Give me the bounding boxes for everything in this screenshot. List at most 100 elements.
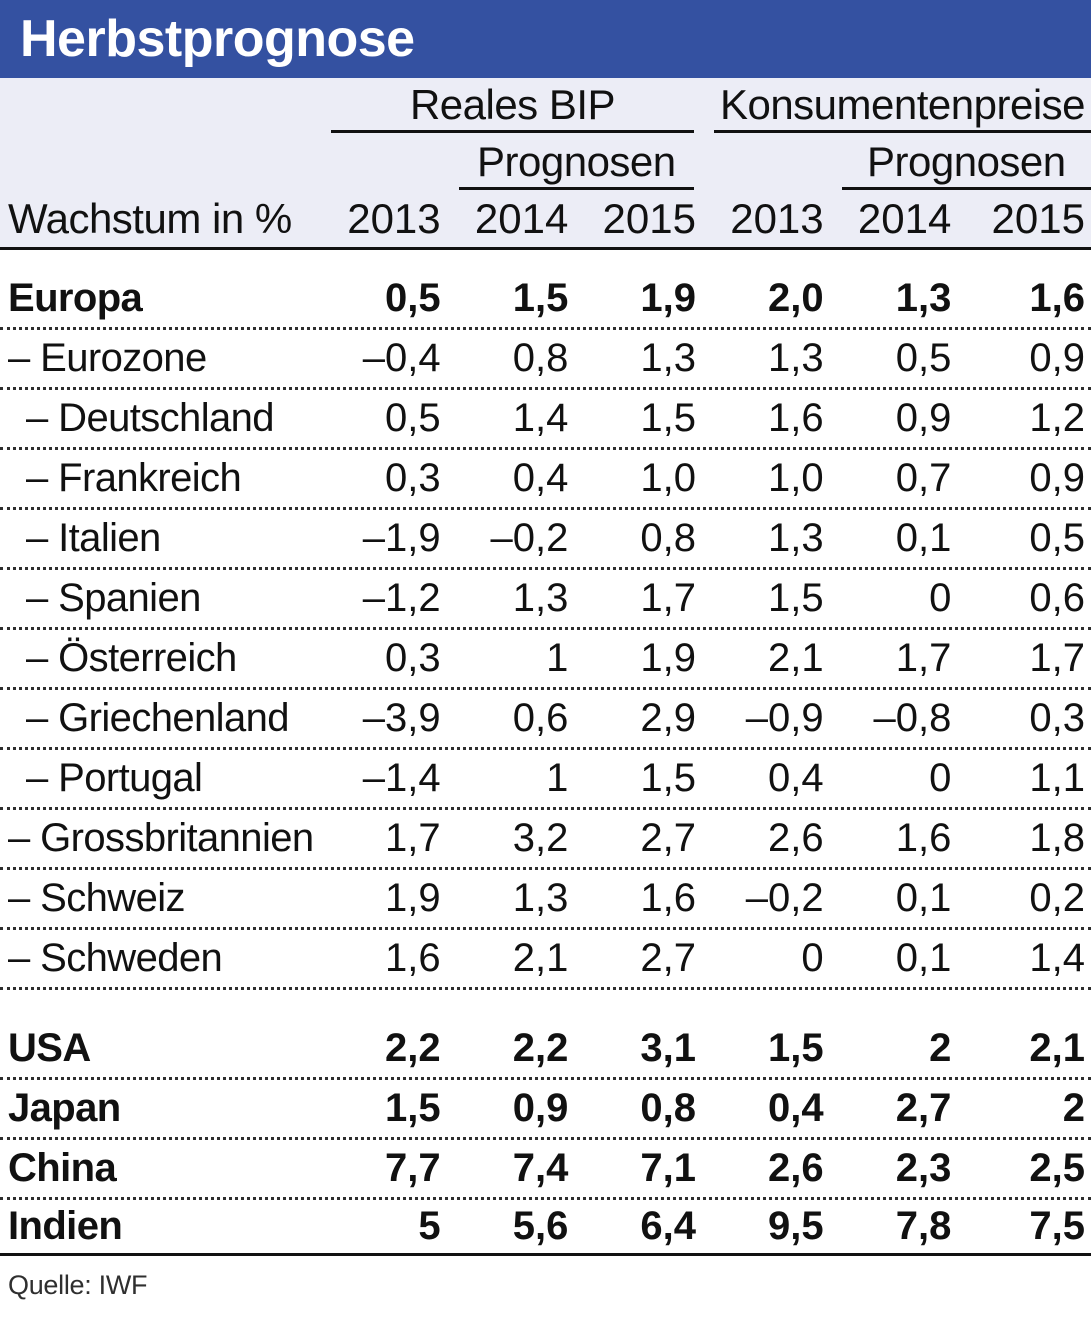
value-cell: 2,1 [1029, 1026, 1085, 1070]
value-cell: 2,1 [512, 936, 569, 980]
value-cell: 1,0 [768, 456, 824, 500]
value-cell: 0,9 [512, 1086, 569, 1130]
value-cell: 0,5 [385, 276, 441, 320]
table-header: Reales BIP Konsumentenpreise Prognosen P… [0, 78, 1091, 250]
value-cell: 2,9 [640, 696, 696, 740]
value-cell: –1,4 [362, 756, 441, 800]
value-cell: 2,6 [768, 1146, 824, 1190]
value-cell: –3,9 [362, 696, 441, 740]
value-cell: 0,4 [768, 1086, 824, 1130]
row-label: USA [8, 1026, 91, 1070]
value-cell: 0 [929, 756, 952, 800]
row-label: – Österreich [26, 636, 237, 680]
table-row: – Eurozone –0,4 0,8 1,3 1,3 0,5 0,9 [0, 330, 1091, 390]
value-cell: 1,5 [640, 396, 696, 440]
value-cell: 7,1 [640, 1146, 696, 1190]
value-cell: 1,6 [640, 876, 696, 920]
page-title: Herbstprognose [20, 10, 415, 68]
value-cell: 2,0 [768, 276, 824, 320]
value-cell: 0,5 [895, 336, 952, 380]
value-cell: 0,3 [385, 636, 441, 680]
table-row: Europa 0,5 1,5 1,9 2,0 1,3 1,6 [0, 270, 1091, 330]
year-header: 2013 [347, 195, 441, 242]
value-cell: 7,8 [895, 1204, 952, 1248]
value-cell: 1,3 [512, 876, 569, 920]
table-row: Japan 1,5 0,9 0,8 0,4 2,7 2 [0, 1080, 1091, 1140]
column-group-reales-bip: Reales BIP [331, 78, 694, 133]
table-row: – Italien –1,9 –0,2 0,8 1,3 0,1 0,5 [0, 510, 1091, 570]
table-row: – Grossbritannien 1,7 3,2 2,7 2,6 1,6 1,… [0, 810, 1091, 870]
year-header: 2014 [857, 195, 952, 242]
value-cell: 0,6 [512, 696, 569, 740]
table-body: Europa 0,5 1,5 1,9 2,0 1,3 1,6 – Eurozon… [0, 270, 1091, 1256]
row-label: Indien [8, 1204, 123, 1248]
value-cell: 3,1 [640, 1026, 696, 1070]
value-cell: –1,2 [362, 576, 441, 620]
year-header: 2015 [991, 195, 1085, 242]
value-cell: 1 [546, 756, 569, 800]
table-row: – Schweden 1,6 2,1 2,7 0 0,1 1,4 [0, 930, 1091, 990]
row-label: – Eurozone [8, 336, 207, 380]
unit-label: Wachstum in % [8, 195, 292, 242]
year-header: 2013 [730, 195, 824, 242]
value-cell: 1,3 [768, 516, 824, 560]
value-cell: 0,8 [512, 336, 569, 380]
forecast-label-konsumentenpreise: Prognosen [841, 133, 1091, 190]
value-cell: 5 [418, 1204, 441, 1248]
value-cell: 1,5 [768, 1026, 824, 1070]
year-header: 2015 [602, 195, 696, 242]
table-row: – Spanien –1,2 1,3 1,7 1,5 0 0,6 [0, 570, 1091, 630]
forecast-header-row: Prognosen Prognosen [0, 133, 1091, 190]
value-cell: 1,1 [1029, 756, 1085, 800]
value-cell: 1,5 [512, 276, 569, 320]
value-cell: 2,2 [512, 1026, 569, 1070]
value-cell: 2,3 [895, 1146, 952, 1190]
row-label: Japan [8, 1086, 121, 1130]
value-cell: –0,2 [490, 516, 569, 560]
table-row: – Österreich 0,3 1 1,9 2,1 1,7 1,7 [0, 630, 1091, 690]
year-header: 2014 [474, 195, 569, 242]
value-cell: 1,7 [895, 636, 952, 680]
value-cell: 0 [929, 576, 952, 620]
row-label: – Griechenland [26, 696, 289, 740]
value-cell: 2,2 [385, 1026, 441, 1070]
table-row: Indien 5 5,6 6,4 9,5 7,8 7,5 [0, 1200, 1091, 1256]
table-row: China 7,7 7,4 7,1 2,6 2,3 2,5 [0, 1140, 1091, 1200]
value-cell: 1,7 [1029, 636, 1085, 680]
value-cell: –0,9 [745, 696, 824, 740]
row-label: – Italien [26, 516, 161, 560]
value-cell: 2 [929, 1026, 952, 1070]
source-note: Quelle: IWF [8, 1270, 148, 1300]
value-cell: 1,3 [895, 276, 952, 320]
value-cell: 2,6 [768, 816, 824, 860]
value-cell: 1,9 [640, 276, 696, 320]
value-cell: –0,8 [873, 696, 952, 740]
value-cell: 1,5 [768, 576, 824, 620]
value-cell: 1,5 [385, 1086, 441, 1130]
value-cell: 1,7 [385, 816, 441, 860]
value-cell: 1,7 [640, 576, 696, 620]
value-cell: 1,3 [640, 336, 696, 380]
value-cell: 0,9 [1029, 456, 1085, 500]
value-cell: 0 [801, 936, 824, 980]
value-cell: 1,6 [1029, 276, 1085, 320]
table-row: – Deutschland 0,5 1,4 1,5 1,6 0,9 1,2 [0, 390, 1091, 450]
value-cell: 1,6 [768, 396, 824, 440]
row-label: – Schweden [8, 936, 223, 980]
row-label: China [8, 1146, 117, 1190]
value-cell: 6,4 [640, 1204, 696, 1248]
value-cell: 1,4 [512, 396, 569, 440]
column-group-konsumentenpreise: Konsumentenpreise [714, 78, 1091, 133]
value-cell: 1,5 [640, 756, 696, 800]
value-cell: 0,7 [895, 456, 952, 500]
value-cell: 0,6 [1029, 576, 1085, 620]
value-cell: 0,5 [385, 396, 441, 440]
section-spacer [0, 990, 1091, 1020]
value-cell: 1,3 [768, 336, 824, 380]
table-row: – Schweiz 1,9 1,3 1,6 –0,2 0,1 0,2 [0, 870, 1091, 930]
value-cell: 2,7 [640, 936, 696, 980]
value-cell: 1,8 [1029, 816, 1085, 860]
value-cell: 1,6 [385, 936, 441, 980]
value-cell: 5,6 [512, 1204, 569, 1248]
row-label: – Frankreich [26, 456, 242, 500]
